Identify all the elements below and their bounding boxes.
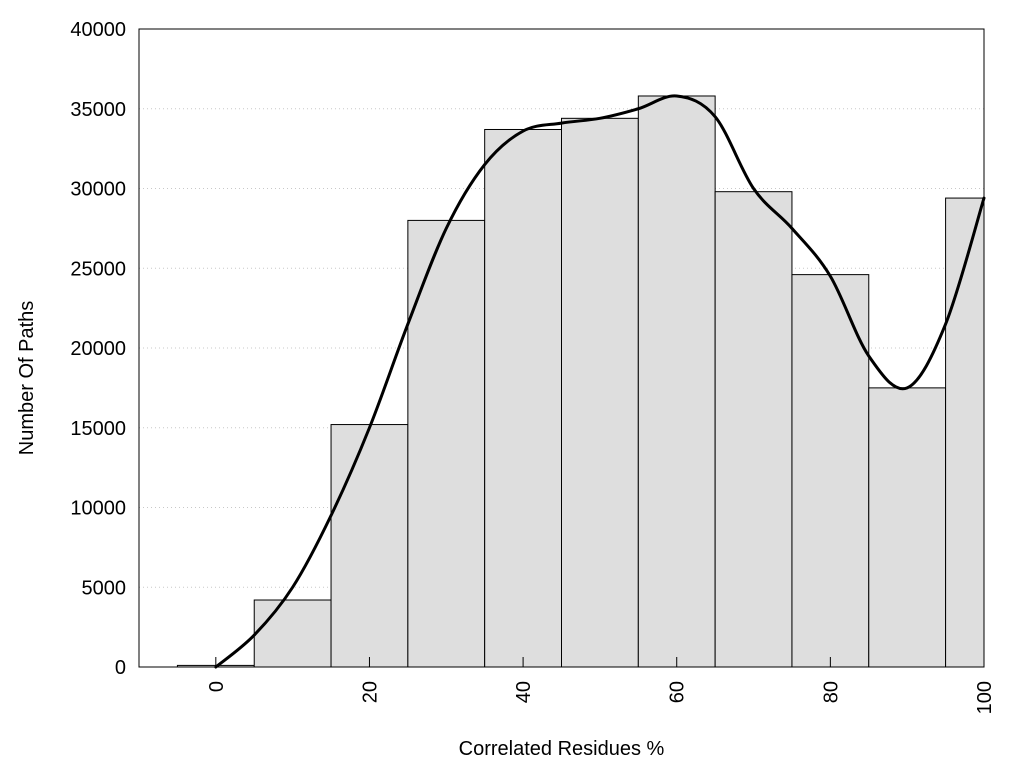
x-tick-label: 0 bbox=[206, 681, 228, 692]
y-tick-label: 25000 bbox=[70, 258, 126, 280]
histogram-bar-6 bbox=[637, 95, 716, 668]
x-tick-label: 40 bbox=[513, 681, 535, 703]
y-axis-label: Number Of Paths bbox=[16, 301, 38, 456]
y-tick-label: 5000 bbox=[82, 577, 127, 599]
x-tick-label: 80 bbox=[820, 681, 842, 703]
y-tick-label: 10000 bbox=[70, 498, 126, 520]
histogram-bars bbox=[176, 95, 985, 668]
histogram-bar-4 bbox=[484, 128, 563, 668]
x-axis-label: Correlated Residues % bbox=[459, 738, 665, 760]
y-tick-label: 35000 bbox=[70, 99, 126, 121]
histogram-bar-10 bbox=[945, 197, 985, 668]
smooth-density-curve bbox=[214, 94, 986, 669]
y-axis-ticks: 0 5000 10000 15000 20000 25000 30000 35000 40000 bbox=[70, 19, 126, 679]
y-tick-label: 40000 bbox=[70, 19, 126, 41]
x-axis-ticks: 0 20 40 60 80 100 bbox=[206, 657, 996, 714]
histogram-bar-7 bbox=[714, 191, 793, 668]
histogram-bar-1 bbox=[253, 599, 332, 668]
histogram-bar-9 bbox=[868, 387, 947, 668]
plot-frame bbox=[138, 28, 985, 668]
y-tick-label: 0 bbox=[115, 657, 126, 679]
histogram-bar-5 bbox=[561, 117, 639, 668]
x-tick-label: 60 bbox=[667, 681, 689, 703]
histogram-bar-2 bbox=[330, 424, 409, 668]
y-tick-label: 30000 bbox=[70, 179, 126, 201]
histogram-bar-3 bbox=[407, 219, 486, 668]
y-tick-label: 15000 bbox=[70, 418, 126, 440]
x-tick-label: 20 bbox=[359, 681, 381, 703]
x-tick-label: 100 bbox=[974, 681, 996, 714]
y-tick-label: 20000 bbox=[70, 338, 126, 360]
